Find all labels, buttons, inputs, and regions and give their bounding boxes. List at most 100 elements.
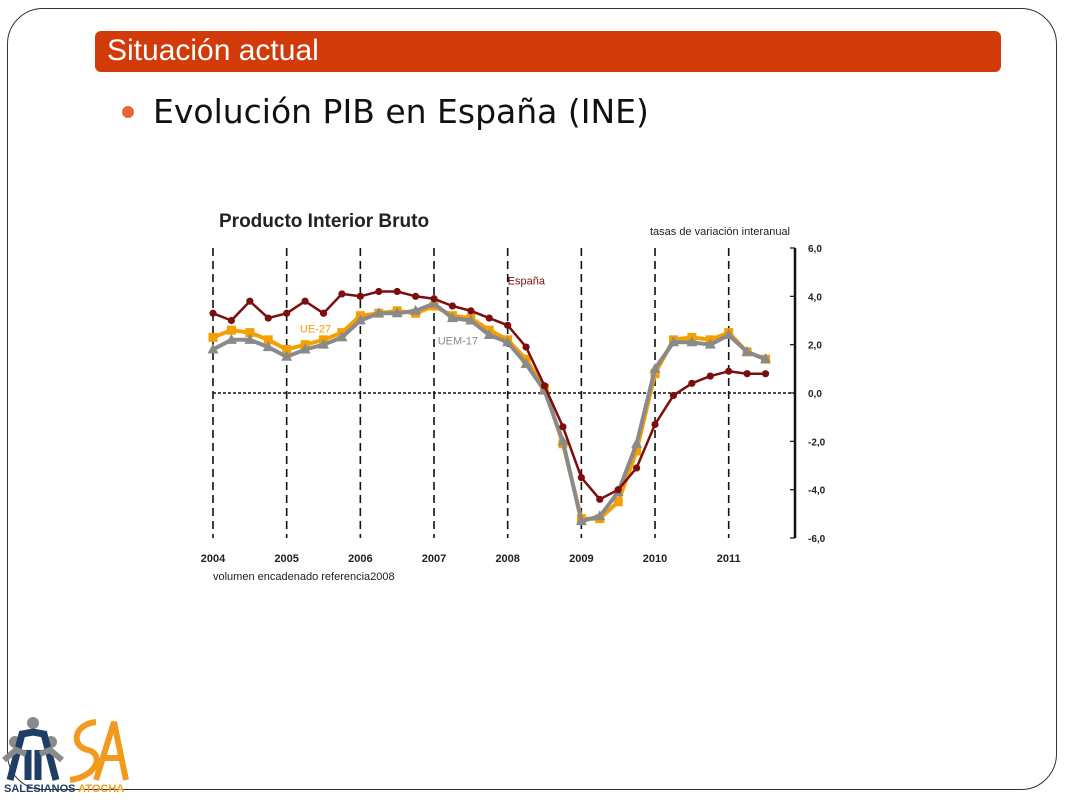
point-espana (301, 297, 309, 305)
point-uem17 (336, 331, 348, 342)
point-espana (614, 486, 622, 494)
point-espana (485, 314, 493, 322)
point-ue27 (613, 497, 623, 507)
point-uem17 (354, 314, 366, 325)
x-tick-label: 2006 (348, 553, 372, 565)
point-espana (651, 420, 659, 429)
point-espana (411, 292, 420, 300)
point-espana (246, 297, 254, 305)
point-uem17 (520, 358, 532, 368)
y-tick-label: -6,0 (808, 534, 826, 545)
chart-series-labels: España UE-27 UEM-17 (300, 275, 546, 347)
y-tick-label: 0,0 (808, 389, 822, 400)
point-uem17 (391, 307, 403, 318)
x-tick-label: 2005 (274, 553, 298, 565)
y-tick-label: 4,0 (808, 292, 822, 303)
point-espana (393, 287, 401, 296)
point-espana (688, 379, 696, 387)
chart-grid (212, 248, 795, 538)
point-espana (375, 287, 383, 296)
gdp-chart: Producto Interior Bruto tasas de variaci… (201, 211, 826, 583)
logo-text: SALESIANOS ATOCHA (4, 783, 124, 795)
x-tick-label: 2004 (201, 553, 226, 565)
point-uem17 (649, 362, 661, 373)
series-label: UE-27 (300, 324, 331, 336)
logo-word-atocha: ATOCHA (78, 783, 125, 795)
point-uem17 (483, 329, 495, 339)
point-uem17 (760, 353, 772, 364)
point-uem17 (244, 333, 256, 344)
chart-axes: 2004 2005 2006 2007 2008 2009 2010 2011 6,0 4,0 2,… (201, 244, 826, 565)
y-tick-label: 6,0 (808, 244, 822, 255)
point-uem17 (428, 297, 440, 308)
point-ue27 (282, 345, 292, 354)
point-uem17 (631, 437, 643, 448)
slide-title: Situación actual (107, 34, 319, 67)
chart-subtitle: tasas de variación interanual (650, 226, 790, 238)
point-espana (283, 309, 291, 317)
series-label: España (508, 275, 546, 287)
point-ue27 (245, 328, 255, 338)
point-uem17 (704, 338, 716, 349)
x-tick-label: 2007 (422, 553, 446, 565)
point-uem17 (318, 338, 330, 349)
point-espana (448, 302, 457, 310)
point-espana (522, 343, 530, 351)
point-uem17 (446, 312, 458, 323)
point-espana (559, 423, 567, 431)
point-uem17 (207, 343, 219, 354)
point-ue27 (226, 325, 236, 335)
point-espana (430, 295, 438, 303)
series-label: UEM-17 (438, 336, 478, 348)
point-uem17 (373, 307, 385, 318)
point-espana (761, 370, 770, 378)
point-espana (209, 309, 217, 317)
x-tick-label: 2009 (569, 553, 593, 565)
point-espana (467, 307, 475, 315)
point-uem17 (410, 304, 422, 315)
point-espana (264, 314, 272, 322)
point-espana (577, 473, 585, 482)
x-tick-label: 2010 (643, 553, 667, 565)
point-uem17 (262, 341, 274, 352)
chart-series (207, 287, 772, 526)
point-uem17 (281, 350, 293, 361)
point-espana (633, 464, 641, 472)
point-espana (725, 367, 733, 375)
point-espana (596, 495, 604, 503)
slide-frame (7, 8, 1057, 790)
people-sa-logo-icon (2, 717, 129, 783)
x-tick-label: 2008 (495, 553, 519, 565)
point-espana (706, 372, 714, 380)
point-espana (669, 391, 678, 400)
point-uem17 (225, 333, 237, 344)
bullet-text: Evolución PIB en España (INE) (153, 92, 649, 131)
point-ue27 (263, 335, 273, 345)
point-uem17 (594, 510, 606, 521)
x-tick-label: 2011 (717, 553, 741, 565)
chart-footnote: volumen encadenado referencia2008 (213, 571, 395, 583)
point-uem17 (686, 336, 698, 347)
point-espana (504, 321, 512, 329)
y-tick-label: -4,0 (808, 486, 826, 497)
point-espana (540, 382, 549, 390)
logo-word-salesianos: SALESIANOS (4, 783, 76, 795)
bullet-dot (122, 106, 134, 118)
point-espana (743, 370, 751, 378)
point-uem17 (299, 343, 311, 354)
point-ue27 (208, 332, 218, 342)
point-espana (319, 309, 328, 317)
point-uem17 (557, 435, 569, 446)
point-uem17 (575, 515, 587, 526)
series-line-españa (212, 290, 766, 501)
point-uem17 (502, 336, 514, 347)
y-tick-label: 2,0 (808, 341, 822, 352)
chart-title: Producto Interior Bruto (219, 211, 429, 232)
point-uem17 (723, 329, 735, 339)
point-espana (227, 316, 236, 325)
point-uem17 (465, 314, 477, 325)
point-espana (338, 290, 346, 298)
slide-title-bar: Situación actual (95, 31, 1001, 72)
point-uem17 (741, 345, 753, 356)
point-ue27 (632, 446, 642, 456)
